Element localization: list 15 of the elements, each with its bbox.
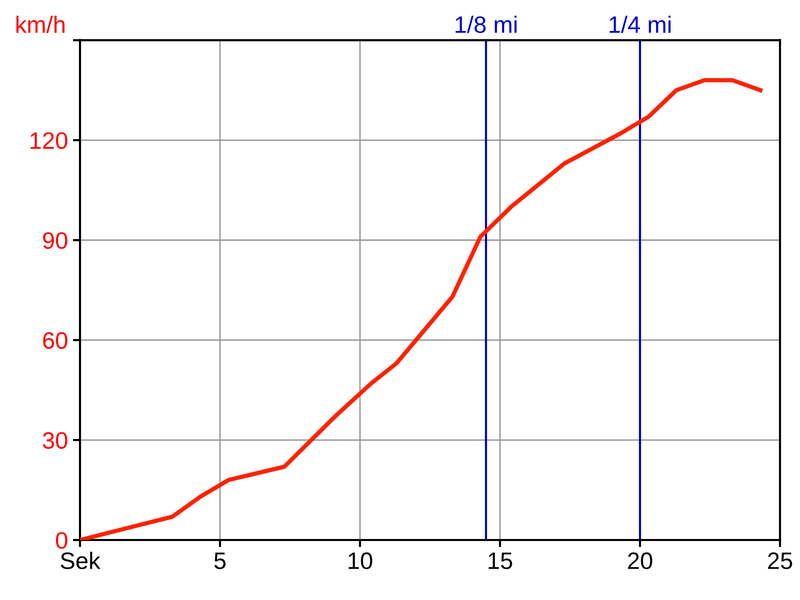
x-tick-label: 5	[214, 552, 226, 570]
x-tick-label: Sek	[60, 552, 100, 570]
y-tick-label: 120	[30, 132, 68, 149]
x-tick-label: 15	[488, 552, 512, 570]
y-tick-label: 30	[42, 432, 68, 449]
x-tick-label: 10	[348, 552, 372, 570]
line-series	[80, 78, 762, 540]
x-tick-label: 25	[768, 552, 792, 570]
y-tick-label: 60	[43, 332, 68, 349]
ref-line-label: 1/8 mi	[456, 16, 517, 34]
ref-line-label: 1/4 mi	[610, 16, 671, 34]
x-tick-label: 20	[628, 552, 652, 570]
y-tick-label: 0	[56, 532, 68, 549]
y-tick-label: 90	[43, 232, 68, 249]
y-axis-title: km/h	[16, 16, 64, 34]
